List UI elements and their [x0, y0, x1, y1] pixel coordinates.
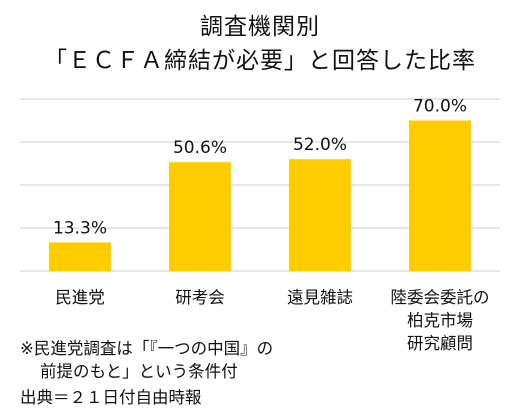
- chart-title: 調査機関別: [200, 14, 320, 40]
- category-label: 研究顧問: [407, 334, 473, 353]
- bar: [289, 159, 351, 271]
- bar: [169, 162, 231, 271]
- data-label: 50.6%: [173, 138, 227, 158]
- data-label: 52.0%: [293, 135, 347, 155]
- category-label: 柏克市場: [407, 311, 473, 330]
- bar: [409, 120, 471, 271]
- bar: [49, 242, 111, 271]
- category-label: 遠見雑誌: [287, 288, 353, 307]
- source-note: 出典＝２１日付自由時報: [20, 388, 202, 407]
- survey-note-line2: 前提のもと」という条件付: [40, 362, 238, 381]
- data-label: 13.3%: [53, 218, 107, 238]
- category-label: 民進党: [55, 288, 105, 307]
- survey-note-line1: ※民進党調査は「『一つの中国』の: [20, 339, 274, 358]
- category-label: 研考会: [175, 288, 225, 307]
- category-label: 陸委会委託の: [391, 288, 490, 307]
- data-label: 70.0%: [413, 97, 467, 117]
- chart-subtitle: 「ＥＣＦＡ締結が必要」と回答した比率: [44, 48, 476, 74]
